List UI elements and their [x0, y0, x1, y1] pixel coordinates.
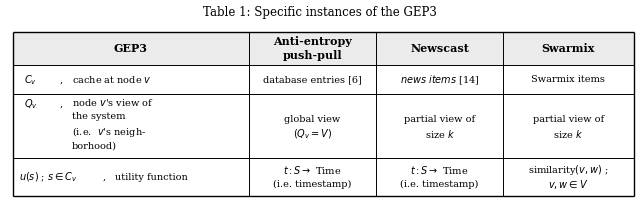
Bar — [13, 32, 634, 65]
Text: Swarmix items: Swarmix items — [531, 75, 605, 84]
Text: ,: , — [60, 75, 63, 84]
Text: Newscast: Newscast — [410, 43, 469, 54]
Text: (i.e.  $v$'s neigh-: (i.e. $v$'s neigh- — [72, 124, 146, 139]
Text: GEP3: GEP3 — [114, 43, 148, 54]
Text: partial view of: partial view of — [404, 115, 475, 124]
Text: the system: the system — [72, 112, 125, 121]
Text: borhood): borhood) — [72, 142, 116, 151]
Text: similarity$(v, w)$ ;: similarity$(v, w)$ ; — [528, 163, 609, 177]
Text: $u(s)$ ; $s \in C_v$: $u(s)$ ; $s \in C_v$ — [19, 170, 77, 184]
Text: $\mathit{news\ items}$ [14]: $\mathit{news\ items}$ [14] — [400, 73, 479, 86]
Text: $t : S \rightarrow$ Time: $t : S \rightarrow$ Time — [410, 164, 468, 176]
Text: database entries [6]: database entries [6] — [263, 75, 362, 84]
Text: size $k$: size $k$ — [424, 128, 454, 140]
Text: (i.e. timestamp): (i.e. timestamp) — [401, 180, 479, 189]
Text: node $v$'s view of: node $v$'s view of — [72, 97, 154, 108]
Text: Anti-entropy
push-pull: Anti-entropy push-pull — [273, 36, 352, 61]
Text: ,: , — [60, 100, 63, 108]
Text: $C_v$: $C_v$ — [24, 73, 37, 87]
Text: $(Q_v = V)$: $(Q_v = V)$ — [292, 127, 332, 141]
Text: Swarmix: Swarmix — [541, 43, 595, 54]
Text: $v, w \in V$: $v, w \in V$ — [548, 178, 589, 191]
Text: global view: global view — [284, 115, 340, 124]
Text: $t : S \rightarrow$ Time: $t : S \rightarrow$ Time — [283, 164, 342, 176]
Text: (i.e. timestamp): (i.e. timestamp) — [273, 180, 351, 189]
Text: $Q_v$: $Q_v$ — [24, 97, 38, 111]
Text: Table 1: Specific instances of the GEP3: Table 1: Specific instances of the GEP3 — [203, 6, 437, 19]
Text: size $k$: size $k$ — [554, 128, 584, 140]
Text: partial view of: partial view of — [533, 115, 604, 124]
Text: ,: , — [103, 173, 106, 182]
Text: cache at node $v$: cache at node $v$ — [72, 74, 152, 85]
Text: utility function: utility function — [115, 173, 188, 182]
